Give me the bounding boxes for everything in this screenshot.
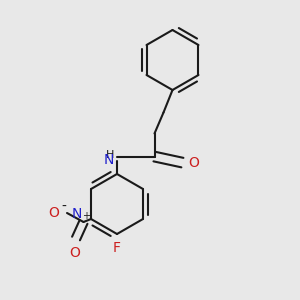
Text: N: N — [103, 153, 114, 167]
Text: O: O — [49, 206, 59, 220]
Text: N: N — [72, 206, 82, 220]
Text: +: + — [82, 211, 90, 221]
Text: F: F — [113, 242, 121, 256]
Text: O: O — [188, 156, 199, 170]
Text: -: - — [61, 200, 66, 214]
Text: H: H — [106, 150, 114, 160]
Text: O: O — [69, 246, 80, 260]
